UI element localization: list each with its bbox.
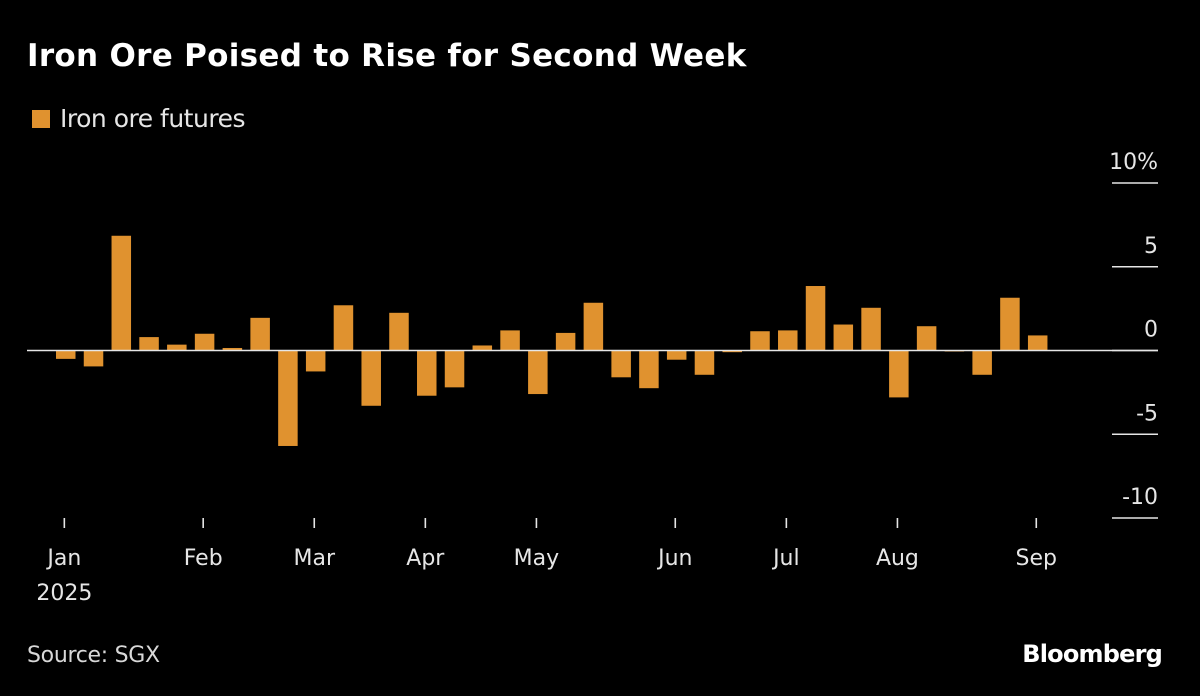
- x-tick-label-jun: Jun: [656, 546, 692, 571]
- x-axis: Jan 2025 Feb Mar Apr May Jun Jul Aug Sep: [36, 518, 1057, 606]
- bar-week-20: [583, 302, 604, 351]
- y-tick-label: -10: [1122, 485, 1158, 510]
- bar-week-21: [611, 350, 631, 378]
- x-tick-label-apr: Apr: [406, 546, 445, 571]
- bar-week-32: [916, 326, 937, 351]
- bar-week-36: [1027, 335, 1048, 351]
- bar-week-28: [805, 286, 826, 351]
- legend-swatch-iron-ore-futures: [32, 109, 50, 128]
- bar-week-3: [111, 235, 132, 351]
- x-tick-label-feb: Feb: [184, 546, 223, 571]
- y-tick-label: -5: [1136, 401, 1158, 426]
- bar-week-6: [194, 333, 215, 351]
- bar-week-23: [666, 350, 687, 360]
- bar-week-26: [750, 331, 770, 351]
- bar-week-14: [417, 350, 437, 396]
- bloomberg-logo: Bloomberg: [1022, 640, 1163, 668]
- y-tick-label: 0: [1144, 318, 1158, 343]
- bar-week-9: [278, 350, 298, 446]
- bar-week-31: [889, 350, 909, 398]
- x-tick-label-aug: Aug: [876, 546, 919, 571]
- bar-week-4: [139, 337, 159, 351]
- bar-week-13: [389, 312, 409, 351]
- bar-week-17: [500, 330, 520, 351]
- x-tick-label-jan: Jan: [45, 546, 81, 571]
- bar-week-34: [972, 350, 992, 375]
- bar-week-2: [83, 350, 104, 367]
- source-note: Source: SGX: [27, 643, 160, 668]
- bar-week-29: [833, 324, 854, 351]
- x-tick-label-sep: Sep: [1016, 546, 1057, 571]
- bars: [56, 235, 1048, 446]
- bar-week-30: [861, 307, 881, 351]
- bar-week-18: [528, 350, 548, 395]
- chart-title: Iron Ore Poised to Rise for Second Week: [27, 38, 747, 74]
- bar-week-35: [1000, 297, 1020, 351]
- bar-week-12: [361, 350, 381, 406]
- bar-week-16: [472, 345, 493, 351]
- y-tick-label: 10%: [1109, 150, 1158, 175]
- legend-label-iron-ore-futures: Iron ore futures: [60, 104, 245, 133]
- y-tick-label: 5: [1144, 234, 1158, 259]
- legend: Iron ore futures: [32, 104, 245, 133]
- bar-week-22: [639, 350, 659, 389]
- bar-week-19: [555, 332, 576, 351]
- bar-week-15: [444, 350, 465, 388]
- x-tick-label-may: May: [514, 546, 559, 571]
- bar-week-7: [222, 347, 243, 351]
- x-tick-sublabel-year: 2025: [36, 581, 92, 606]
- bar-week-11: [333, 305, 354, 351]
- bar-week-1: [56, 350, 76, 359]
- y-axis: 10% 5 0 -5 -10: [1109, 150, 1158, 519]
- x-tick-label-jul: Jul: [771, 546, 800, 571]
- bar-week-24: [694, 350, 715, 375]
- bar-week-25: [722, 350, 742, 353]
- bar-week-8: [250, 317, 270, 351]
- bar-week-5: [167, 344, 187, 351]
- bar-week-10: [305, 350, 326, 372]
- bar-week-27: [778, 330, 798, 351]
- x-tick-label-mar: Mar: [294, 546, 336, 571]
